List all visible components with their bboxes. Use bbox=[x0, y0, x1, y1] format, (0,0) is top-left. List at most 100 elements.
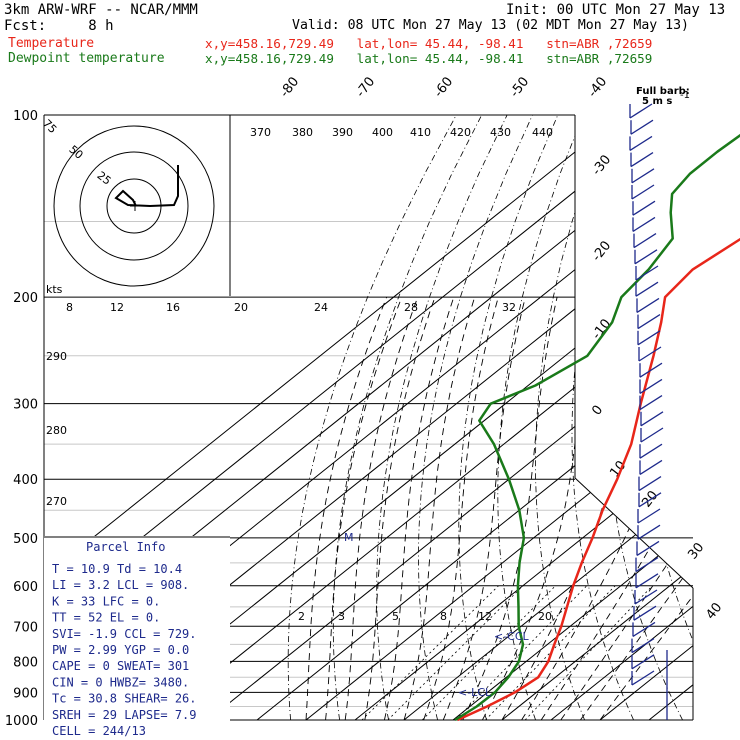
ccl-marker: <-CCL bbox=[494, 630, 530, 643]
parcel-info-row: CIN = 0 HWBZ= 3480. bbox=[52, 675, 189, 689]
dry-adiabat-350 bbox=[674, 115, 693, 720]
lcl-marker: <-LCL bbox=[458, 686, 492, 699]
wind-barb bbox=[635, 557, 659, 573]
hodograph-ring-50 bbox=[79, 151, 189, 261]
pressure-label-200: 200 bbox=[13, 291, 38, 306]
pressure-label-700: 700 bbox=[13, 620, 38, 635]
hodograph-label-25: 25 bbox=[95, 169, 114, 188]
wind-barb bbox=[635, 281, 659, 297]
theta-e-label-420: 420 bbox=[450, 126, 471, 139]
wind-barb bbox=[635, 573, 659, 589]
moist-adiabat-8 bbox=[442, 296, 526, 720]
pressure-label-100: 100 bbox=[13, 109, 38, 124]
pressure-label-900: 900 bbox=[13, 686, 38, 701]
mixing-ratio-upper-label-8: 8 bbox=[66, 301, 73, 314]
wind-barb bbox=[633, 605, 657, 621]
wind-barb bbox=[630, 152, 654, 168]
theta-e-label-380: 380 bbox=[292, 126, 313, 139]
wind-barb bbox=[637, 314, 661, 330]
theta-e-label-370: 370 bbox=[250, 126, 271, 139]
wind-barb bbox=[640, 427, 664, 443]
isotherm-30 bbox=[550, 115, 693, 720]
wind-barb bbox=[637, 508, 661, 524]
m-marker: M bbox=[344, 531, 354, 544]
theta-e-label-390: 390 bbox=[332, 126, 353, 139]
isotherm-label-40: 40 bbox=[703, 600, 725, 622]
mixing-ratio-upper-label-24: 24 bbox=[314, 301, 328, 314]
wind-barb bbox=[632, 621, 656, 637]
barb-legend-exponent: -1 bbox=[680, 90, 690, 101]
isotherm--60 bbox=[109, 115, 693, 720]
isotherm-label--20: -20 bbox=[589, 238, 614, 264]
dewpoint-profile bbox=[454, 133, 740, 722]
isotherm-label--70: -70 bbox=[353, 74, 378, 100]
pressure-label-400: 400 bbox=[13, 473, 38, 488]
mixing-ratio-lower-label-12: 12 bbox=[478, 610, 492, 623]
temperature-location: x,y=458.16,729.49 lat,lon= 45.44, -98.41… bbox=[205, 36, 653, 51]
wind-barb bbox=[637, 330, 661, 346]
parcel-info-row: Tc = 30.8 SHEAR= 26. bbox=[52, 692, 197, 706]
wind-barb bbox=[639, 443, 663, 459]
dry-adiabat-320 bbox=[571, 115, 635, 720]
isotherm-10 bbox=[452, 115, 693, 720]
parcel-info-row: CELL = 244/13 bbox=[52, 724, 146, 738]
dry-adiabat-300 bbox=[497, 115, 584, 720]
mixing-ratio-lower-label-3: 3 bbox=[338, 610, 345, 623]
wind-barb bbox=[631, 670, 655, 686]
wind-barb bbox=[638, 346, 662, 362]
moist-adiabat-40 bbox=[599, 296, 693, 720]
pressure-label-600: 600 bbox=[13, 580, 38, 595]
wind-barb bbox=[634, 589, 658, 605]
theta-label-290: 290 bbox=[46, 350, 67, 363]
theta-label-270: 270 bbox=[46, 495, 67, 508]
mixing-ratio-lower-label-2: 2 bbox=[298, 610, 305, 623]
mixing-ratio-5 bbox=[421, 585, 556, 720]
wind-barb bbox=[630, 119, 654, 135]
wind-barb bbox=[633, 233, 657, 249]
dry-adiabat-280 bbox=[418, 115, 533, 720]
mixing-ratio-3 bbox=[387, 585, 524, 720]
mixing-ratio-lower-label-5: 5 bbox=[392, 610, 399, 623]
isotherm-label--80: -80 bbox=[277, 74, 302, 100]
theta-e-label-410: 410 bbox=[410, 126, 431, 139]
parcel-info-title: Parcel Info bbox=[86, 540, 165, 554]
parcel-info-row: LI = 3.2 LCL = 908. bbox=[52, 578, 189, 592]
hodograph-label-75: 75 bbox=[40, 117, 59, 136]
isotherm-label--40: -40 bbox=[585, 74, 610, 100]
forecast-hour: Fcst: 8 h bbox=[4, 18, 114, 34]
theta-label-280: 280 bbox=[46, 424, 67, 437]
isotherm-label-30: 30 bbox=[685, 540, 707, 562]
parcel-info-row: T = 10.9 Td = 10.4 bbox=[52, 562, 182, 576]
wind-barb bbox=[638, 492, 662, 508]
wind-barb bbox=[629, 103, 653, 119]
moist-adiabat-12 bbox=[462, 297, 558, 720]
wind-barb bbox=[636, 297, 660, 313]
barb-legend-line-2: 5 m s bbox=[642, 96, 672, 107]
right-edge-slant bbox=[574, 477, 694, 589]
isotherm-50 bbox=[648, 115, 693, 720]
wind-barb bbox=[639, 395, 663, 411]
valid-time: Valid: 08 UTC Mon 27 May 13 (02 MDT Mon … bbox=[292, 18, 689, 33]
isotherm-label--10: -10 bbox=[589, 316, 614, 342]
init-time: Init: 00 UTC Mon 27 May 13 bbox=[506, 2, 726, 18]
wind-barb bbox=[639, 459, 663, 475]
parcel-info-row: CAPE = 0 SWEAT= 301 bbox=[52, 659, 189, 673]
isotherm--110 bbox=[44, 115, 622, 720]
wind-barb bbox=[631, 184, 655, 200]
wind-barb bbox=[632, 216, 656, 232]
wind-barb bbox=[639, 362, 663, 378]
hodograph: 75 50 25 kts bbox=[40, 114, 231, 296]
barb-legend-line-1: Full barb: bbox=[636, 86, 690, 97]
hodograph-ring-75 bbox=[53, 125, 215, 287]
parcel-info-row: SREH = 29 LAPSE= 7.9 bbox=[52, 708, 197, 722]
isotherm-label--60: -60 bbox=[431, 74, 456, 100]
isotherm-label-0: 0 bbox=[589, 403, 606, 419]
dry-adiabat-310 bbox=[535, 115, 609, 720]
isotherm-20 bbox=[501, 115, 693, 720]
pressure-label-300: 300 bbox=[13, 398, 38, 413]
wind-barb bbox=[640, 411, 664, 427]
pressure-label-500: 500 bbox=[13, 532, 38, 547]
dry-adiabat-270 bbox=[376, 115, 508, 720]
isotherm-label--30: -30 bbox=[589, 152, 614, 178]
